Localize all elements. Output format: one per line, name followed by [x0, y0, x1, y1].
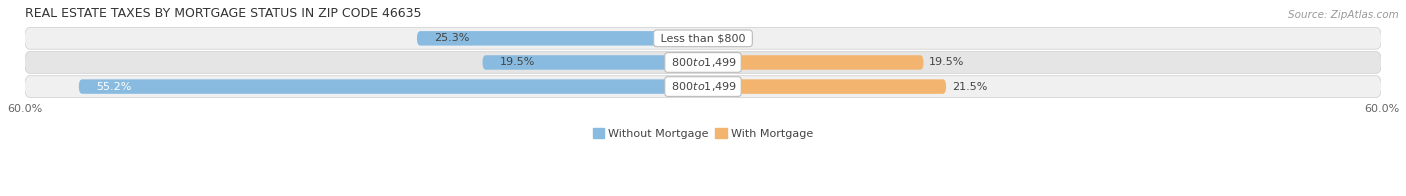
Text: 55.2%: 55.2%: [96, 82, 131, 92]
Text: 19.5%: 19.5%: [929, 57, 965, 67]
FancyBboxPatch shape: [703, 79, 946, 94]
FancyBboxPatch shape: [703, 55, 924, 70]
Legend: Without Mortgage, With Mortgage: Without Mortgage, With Mortgage: [588, 124, 818, 143]
Text: 25.3%: 25.3%: [434, 33, 470, 43]
FancyBboxPatch shape: [482, 55, 703, 70]
FancyBboxPatch shape: [418, 31, 703, 46]
FancyBboxPatch shape: [24, 27, 1382, 49]
Text: 1.5%: 1.5%: [725, 33, 754, 43]
Text: Source: ZipAtlas.com: Source: ZipAtlas.com: [1288, 10, 1399, 20]
Text: $800 to $1,499: $800 to $1,499: [668, 80, 738, 93]
FancyBboxPatch shape: [24, 76, 1382, 97]
Text: REAL ESTATE TAXES BY MORTGAGE STATUS IN ZIP CODE 46635: REAL ESTATE TAXES BY MORTGAGE STATUS IN …: [24, 7, 420, 20]
FancyBboxPatch shape: [703, 31, 720, 46]
Text: 19.5%: 19.5%: [499, 57, 534, 67]
Text: Less than $800: Less than $800: [657, 33, 749, 43]
Text: 21.5%: 21.5%: [952, 82, 987, 92]
FancyBboxPatch shape: [79, 79, 703, 94]
Text: $800 to $1,499: $800 to $1,499: [668, 56, 738, 69]
FancyBboxPatch shape: [24, 52, 1382, 73]
